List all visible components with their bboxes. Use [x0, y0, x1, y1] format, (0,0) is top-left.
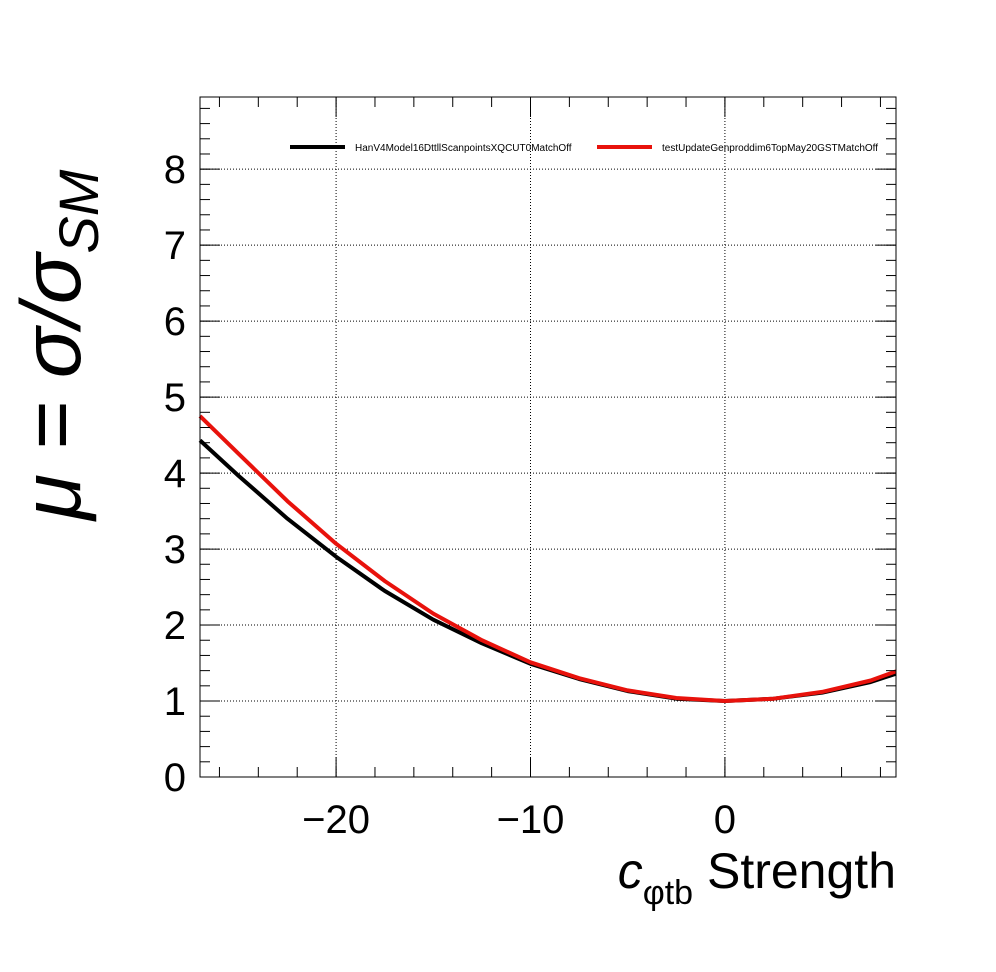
y-tick-label: 1 [164, 680, 186, 724]
y-tick-label: 6 [164, 300, 186, 344]
y-axis-title-main: μ = σ/σ [4, 250, 98, 522]
data-series [198, 414, 897, 703]
y-tick-label: 8 [164, 148, 186, 192]
y-axis-title: μ = σ/σSM [4, 169, 110, 522]
y-tick-label: 0 [164, 756, 186, 800]
legend-label-1: HanV4Model16DttllScanpointsXQCUT0MatchOf… [355, 143, 572, 154]
x-axis-title-main: c [618, 843, 643, 899]
y-tick-label: 2 [164, 604, 186, 648]
x-axis-title-subscript: φtb [643, 874, 693, 912]
y-tick-label: 3 [164, 528, 186, 572]
legend: HanV4Model16DttllScanpointsXQCUT0MatchOf… [290, 143, 878, 154]
x-tick-label: −10 [497, 798, 565, 842]
grid-lines [200, 97, 896, 777]
series-line-2 [198, 414, 897, 703]
x-tick-label: 0 [714, 798, 736, 842]
plot-frame [199, 96, 897, 778]
tick-labels: 0 1 2 3 4 5 6 7 8 −20 −10 0 [164, 148, 736, 842]
y-tick-label: 7 [164, 224, 186, 268]
axis-ticks [200, 97, 896, 778]
y-axis-title-subscript: SM [47, 169, 110, 253]
x-tick-label: −20 [302, 798, 370, 842]
x-axis-title: cφtb Strength [618, 843, 896, 912]
x-axis-title-suffix: Strength [693, 843, 896, 899]
legend-label-2: testUpdateGenproddim6TopMay20GSTMatchOff [662, 143, 878, 154]
y-tick-label: 4 [164, 452, 186, 496]
y-tick-label: 5 [164, 376, 186, 420]
